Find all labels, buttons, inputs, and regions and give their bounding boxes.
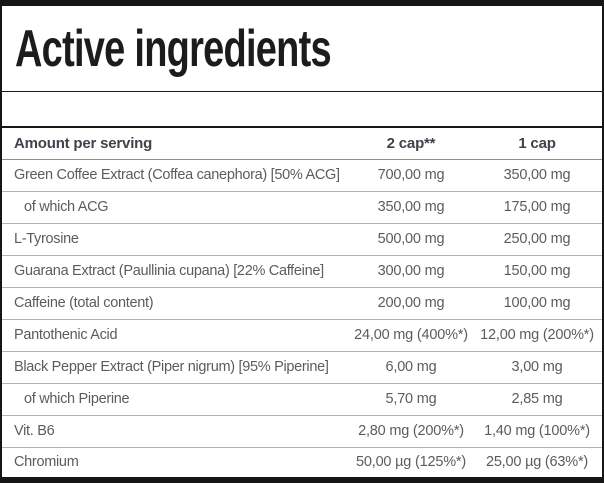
amount-1-cap: 2,85 mg — [472, 383, 602, 416]
ingredient-name: Black Pepper Extract (Piper nigrum) [95%… — [2, 351, 350, 384]
ingredient-name: Chromium — [14, 454, 79, 471]
ingredients-table: Amount per serving 2 cap** 1 cap Green C… — [2, 128, 602, 477]
ingredient-name: Caffeine (total content) — [2, 287, 350, 320]
amount-2-cap: 24,00 mg (400%*) — [350, 319, 472, 352]
title-table-gap — [0, 92, 604, 126]
amount-1-cap: 150,00 mg — [472, 255, 602, 288]
amount-2-cap: 2,80 mg (200%*) — [350, 415, 472, 448]
amount-1-cap: 3,00 mg — [472, 351, 602, 384]
page-title: Active ingredients — [15, 19, 332, 78]
ingredient-name: of which Piperine — [2, 383, 350, 416]
table-body: Green Coffee Extract (Coffea canephora) … — [2, 159, 602, 477]
ingredient-name: Green Coffee Extract (Coffea canephora) … — [2, 159, 350, 192]
table-row: Vit. B6 2,80 mg (200%*) 1,40 mg (100%*) — [2, 415, 602, 448]
ingredient-name: Guarana Extract (Paullinia cupana) [22% … — [2, 255, 350, 288]
table-row: Black Pepper Extract (Piper nigrum) [95%… — [2, 351, 602, 384]
column-header-1-cap: 1 cap — [472, 128, 602, 160]
amount-1-cap: 25,00 µg (63%*) — [485, 454, 589, 471]
table-row: Caffeine (total content) 200,00 mg 100,00 … — [2, 287, 602, 320]
title-section: Active ingredients — [0, 6, 604, 92]
table-row: Pantothenic Acid 24,00 mg (400%*) 12,00 mg… — [2, 319, 602, 352]
amount-2-cap: 500,00 mg — [350, 223, 472, 256]
column-header-2-cap: 2 cap** — [350, 128, 472, 160]
table-row: Guarana Extract (Paullinia cupana) [22% … — [2, 255, 602, 288]
amount-1-cap: 12,00 mg (200%*) — [472, 319, 602, 352]
table-row: Green Coffee Extract (Coffea canephora) … — [2, 159, 602, 192]
amount-1-cap: 100,00 mg — [472, 287, 602, 320]
amount-1-cap: 1,40 mg (100%*) — [472, 415, 602, 448]
table-header-row: Amount per serving 2 cap** 1 cap — [2, 128, 602, 160]
amount-2-cap: 6,00 mg — [350, 351, 472, 384]
amount-1-cap: 250,00 mg — [472, 223, 602, 256]
table-row: of which ACG 350,00 mg 175,00 mg — [2, 191, 602, 224]
amount-2-cap: 200,00 mg — [350, 287, 472, 320]
table-row: L-Tyrosine 500,00 mg 250,00 mg — [2, 223, 602, 256]
amount-2-cap: 300,00 mg — [350, 255, 472, 288]
amount-2-cap: 350,00 mg — [350, 191, 472, 224]
ingredient-name: of which ACG — [2, 191, 350, 224]
amount-2-cap: 700,00 mg — [350, 159, 472, 192]
ingredient-name: Vit. B6 — [2, 415, 350, 448]
ingredient-name: Pantothenic Acid — [2, 319, 350, 352]
bottom-border-bar — [0, 477, 604, 483]
column-header-amount-per-serving: Amount per serving — [2, 128, 350, 160]
ingredient-name: L-Tyrosine — [2, 223, 350, 256]
amount-1-cap: 175,00 mg — [472, 191, 602, 224]
amount-2-cap: 50,00 µg (125%*) — [356, 454, 466, 471]
ingredients-table-container: Amount per serving 2 cap** 1 cap Green C… — [0, 126, 604, 477]
amount-2-cap: 5,70 mg — [350, 383, 472, 416]
top-border-bar — [0, 0, 604, 6]
amount-1-cap: 350,00 mg — [472, 159, 602, 192]
table-row: Chromium 50,00 µg (125%*) 25,00 µg (63%*) — [2, 447, 602, 477]
table-row: of which Piperine 5,70 mg 2,85 mg — [2, 383, 602, 416]
